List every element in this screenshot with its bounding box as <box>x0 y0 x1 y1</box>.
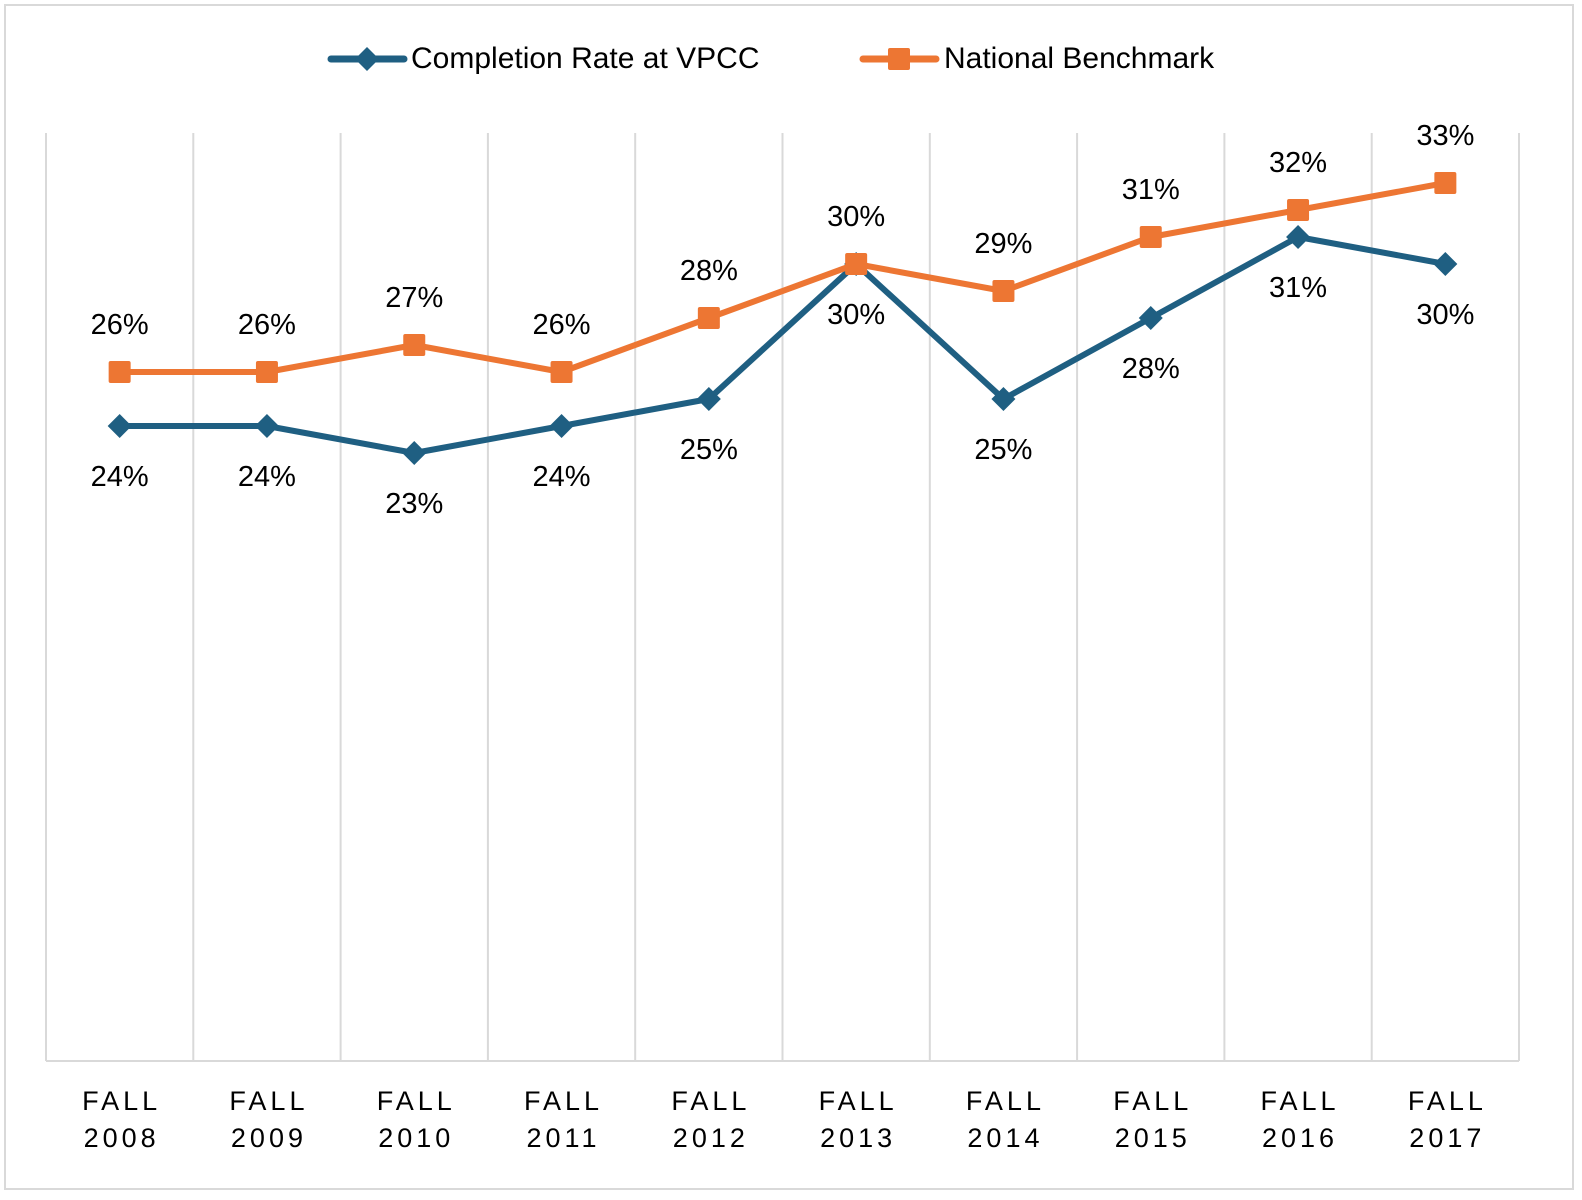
legend-square-icon <box>888 48 910 70</box>
data-point-square <box>1434 172 1457 194</box>
legend-item-vpcc: Completion Rate at VPCC <box>327 42 760 75</box>
x-tick-label: FALL 2016 <box>1261 1086 1340 1153</box>
data-point-diamond <box>1286 225 1311 249</box>
data-label: 28% <box>680 255 738 287</box>
data-point-square <box>403 334 426 356</box>
data-point-diamond <box>1138 306 1163 330</box>
legend-label-national: National Benchmark <box>944 42 1215 75</box>
data-point-diamond <box>402 441 427 465</box>
data-label: 26% <box>533 309 591 341</box>
data-label: 24% <box>533 461 591 493</box>
data-label: 30% <box>1416 299 1474 331</box>
data-label: 27% <box>385 282 443 314</box>
x-tick-label: FALL 2010 <box>377 1086 456 1153</box>
data-label: 31% <box>1122 174 1180 206</box>
legend-item-national: National Benchmark <box>859 42 1215 75</box>
data-label: 30% <box>827 201 885 233</box>
data-label: 24% <box>238 461 296 493</box>
data-point-square <box>992 280 1015 302</box>
data-label: 33% <box>1416 120 1474 152</box>
data-point-diamond <box>254 414 279 438</box>
data-label: 26% <box>91 309 149 341</box>
gridlines <box>45 133 1520 1062</box>
data-label: 24% <box>91 461 149 493</box>
data-label: 25% <box>680 434 738 466</box>
x-tick-label: FALL 2014 <box>966 1086 1045 1153</box>
data-label: 28% <box>1122 353 1180 385</box>
data-point-diamond <box>549 414 574 438</box>
data-label: 25% <box>974 434 1032 466</box>
data-point-diamond <box>107 414 132 438</box>
x-tick-label: FALL 2013 <box>819 1086 898 1153</box>
data-point-diamond <box>1433 252 1458 276</box>
data-point-square <box>255 361 278 383</box>
legend-label-vpcc: Completion Rate at VPCC <box>411 42 760 75</box>
x-tick-label: FALL 2008 <box>82 1086 161 1153</box>
series-line-national <box>116 180 1449 375</box>
x-tick-label: FALL 2009 <box>229 1086 308 1153</box>
x-tick-label: FALL 2012 <box>671 1086 750 1153</box>
x-axis-ticks: FALL 2008 FALL 2009 FALL 2010 FALL 2011 FALL 2012… <box>82 1086 1487 1153</box>
data-labels: 24% 24% 23% 24% 25% 30% 25% 28% 31% 30% 26% 26% 27% 2… <box>91 120 1475 520</box>
x-tick-label: FALL 2017 <box>1408 1086 1487 1153</box>
data-label: 32% <box>1269 147 1327 179</box>
data-point-square <box>845 253 868 275</box>
data-label: 30% <box>827 299 885 331</box>
x-tick-label: FALL 2011 <box>524 1086 603 1153</box>
data-point-square <box>697 307 720 329</box>
series-group <box>107 172 1458 465</box>
data-label: 23% <box>385 488 443 520</box>
data-point-diamond <box>991 387 1016 411</box>
data-label: 26% <box>238 309 296 341</box>
data-point-square <box>108 361 131 383</box>
data-point-square <box>1139 226 1162 248</box>
data-point-diamond <box>696 387 721 411</box>
data-label: 29% <box>974 228 1032 260</box>
data-label: 31% <box>1269 272 1327 304</box>
series-line-vpcc <box>116 234 1449 456</box>
chart-frame <box>4 4 1574 1190</box>
legend-diamond-icon <box>355 47 379 71</box>
data-point-square <box>1287 199 1310 221</box>
x-tick-label: FALL 2015 <box>1113 1086 1192 1153</box>
legend: Completion Rate at VPCC National Benchma… <box>327 42 1215 75</box>
data-point-square <box>550 361 573 383</box>
